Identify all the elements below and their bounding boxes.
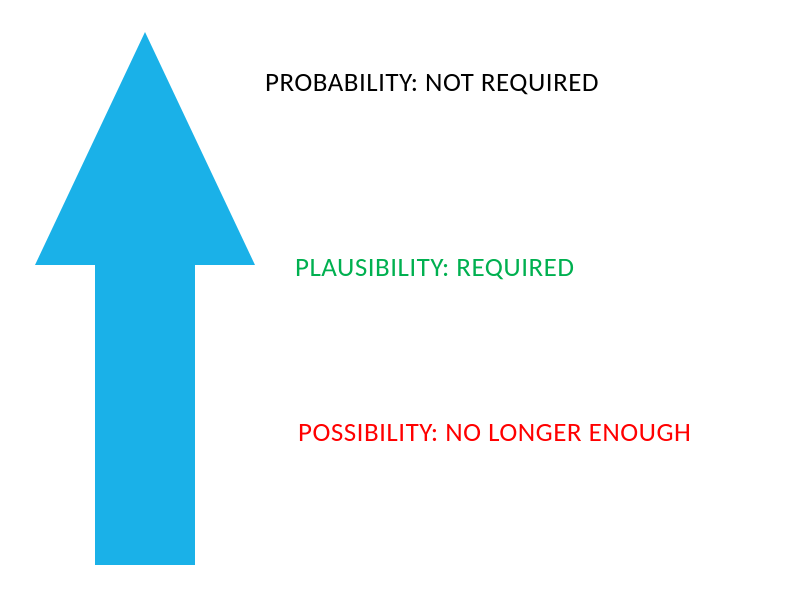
- label-possibility: POSSIBILITY: NO LONGER ENOUGH: [298, 416, 691, 449]
- label-probability: PROBABILITY: NOT REQUIRED: [265, 66, 599, 99]
- label-plausibility: PLAUSIBILITY: REQUIRED: [295, 251, 574, 284]
- arrow-shaft: [95, 265, 195, 565]
- diagram-canvas: PROBABILITY: NOT REQUIRED PLAUSIBILITY: …: [0, 0, 800, 608]
- arrow-head: [35, 32, 255, 265]
